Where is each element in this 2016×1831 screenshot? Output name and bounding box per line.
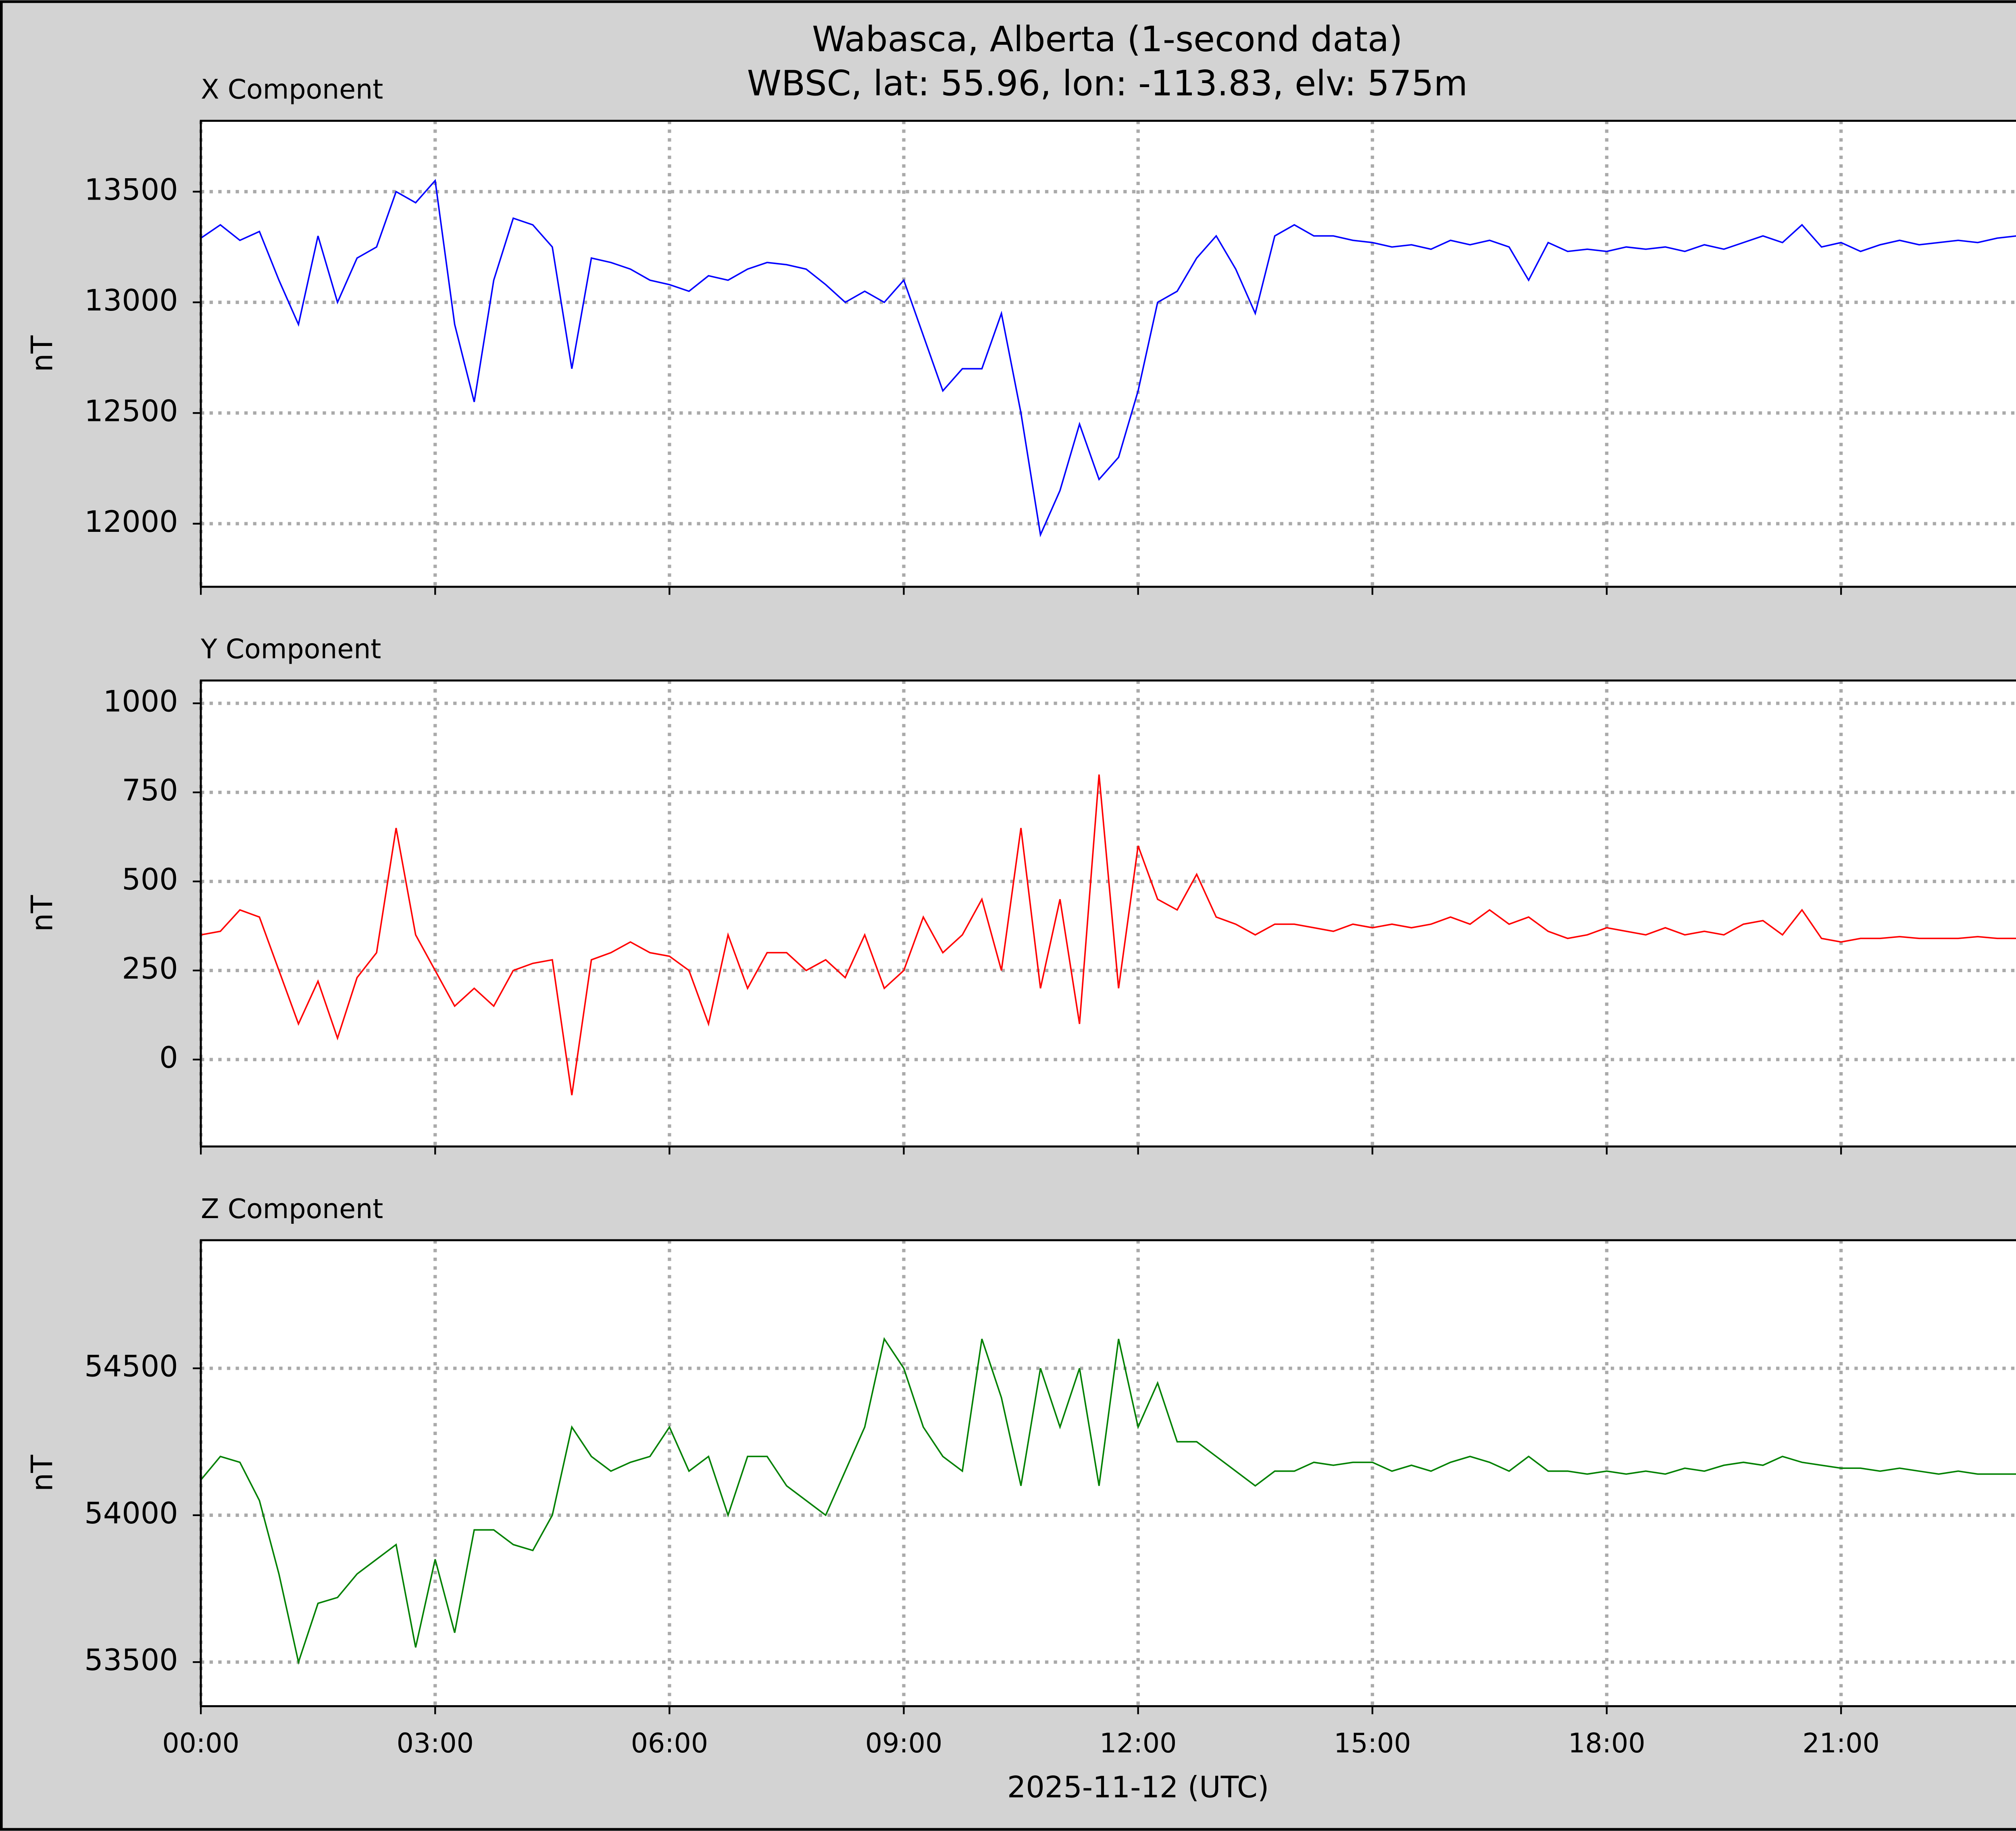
y-axis-label: nT [25,1455,60,1491]
y-tick-label: 250 [122,952,178,986]
x-tick-label: 15:00 [1334,1727,1411,1759]
plot-frame [200,679,2016,1148]
y-tick-label: 54000 [84,1496,178,1531]
y-tick-label: 0 [159,1041,178,1075]
x-tick-label: 18:00 [1568,1727,1645,1759]
x-tick-label: 09:00 [865,1727,942,1759]
y-tick-label: 500 [122,862,178,897]
x-tick-label: 21:00 [1802,1727,1879,1759]
y-tick-label: 12500 [84,394,178,428]
x-tick-label: 00:00 [162,1727,239,1759]
y-tick-label: 750 [122,773,178,808]
plot-area [201,121,2016,587]
data-line [200,1337,2016,1665]
plot-area [201,680,2016,1147]
panel-title: Z Component [201,1193,383,1225]
y-tick-label: 1000 [103,684,178,719]
figure-subtitle: WBSC, lat: 55.96, lon: -113.83, elv: 575… [747,64,1468,104]
y-axis-label: nT [25,335,60,372]
y-axis-label: nT [25,895,60,932]
y-tick-label: 13500 [84,173,178,207]
plot-frame [200,1239,2016,1707]
y-tick-label: 54500 [84,1349,178,1383]
plot-area [201,1240,2016,1706]
y-tick-label: 53500 [84,1643,178,1677]
panel-title: Y Component [200,633,381,665]
data-line [200,179,2016,537]
y-tick-label: 13000 [84,283,178,318]
x-axis-label: 2025-11-12 (UTC) [1007,1770,1269,1804]
plot-frame [200,120,2016,588]
x-tick-label: 03:00 [397,1727,474,1759]
y-tick-label: 12000 [84,505,178,539]
x-tick-label: 12:00 [1100,1727,1177,1759]
panel-title: X Component [201,74,383,105]
data-line [200,774,2016,1096]
figure-title: Wabasca, Alberta (1-second data) [812,19,1403,60]
x-tick-label: 06:00 [631,1727,708,1759]
